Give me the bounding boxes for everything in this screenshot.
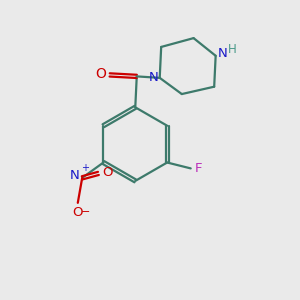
Text: N: N xyxy=(217,47,227,60)
Text: N: N xyxy=(148,71,158,84)
Text: O: O xyxy=(102,166,112,179)
Text: O: O xyxy=(95,67,106,81)
Text: N: N xyxy=(70,169,80,182)
Text: F: F xyxy=(195,163,203,176)
Text: −: − xyxy=(80,207,90,217)
Text: +: + xyxy=(81,163,88,172)
Text: O: O xyxy=(72,206,83,219)
Text: H: H xyxy=(227,43,236,56)
